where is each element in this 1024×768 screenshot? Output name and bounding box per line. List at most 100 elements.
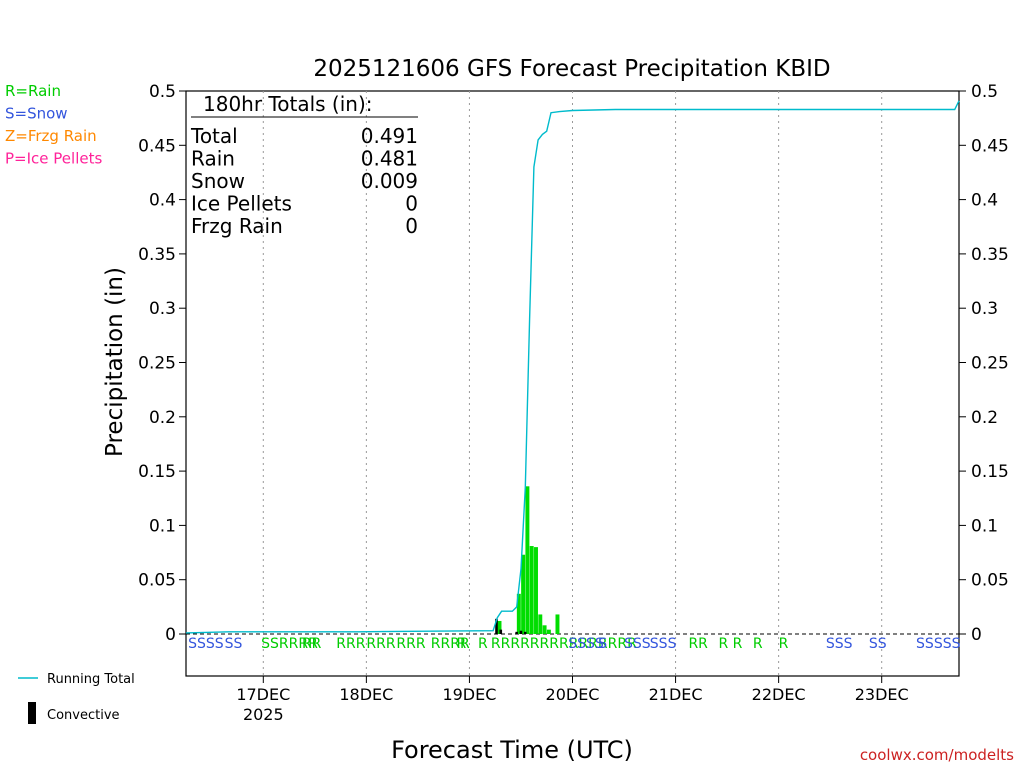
- totals-row-value: 0: [405, 214, 418, 238]
- ptype-marker: S: [598, 636, 607, 652]
- totals-row-value: 0.009: [361, 169, 418, 193]
- day-gridlines: [262, 91, 883, 676]
- y-tick-label-left: 0.45: [138, 136, 176, 156]
- plot-frame: [185, 90, 960, 677]
- convective-bar: [515, 631, 518, 634]
- totals-header: 180hr Totals (in):: [203, 92, 373, 116]
- y-tick-label-left: 0.3: [149, 299, 176, 319]
- y-tick-label-left: 0.1: [149, 516, 176, 536]
- ptype-legend-entry: P=Ice Pellets: [5, 150, 102, 168]
- x-tick-label: 20DEC: [546, 685, 600, 704]
- convective-bar: [495, 618, 498, 634]
- convective-bar: [519, 630, 523, 634]
- ptype-marker: SSS: [826, 636, 853, 652]
- ptype-marker: SSS: [650, 636, 677, 652]
- y-tick-label-right: 0.15: [971, 462, 1009, 482]
- rain-bar: [521, 554, 526, 634]
- x-tick-label: 19DEC: [442, 685, 496, 704]
- y-tick-label-left: 0.4: [149, 191, 176, 211]
- ptype-marker: SSSSS: [916, 636, 961, 652]
- y-tick-label-right: 0.35: [971, 245, 1009, 265]
- rain-bar: [525, 486, 530, 634]
- y-tick-label-left: 0.25: [138, 354, 176, 374]
- series-legend-label: Running Total: [47, 672, 135, 687]
- y-tick-label-right: 0.05: [971, 571, 1009, 591]
- running-total-series: [185, 100, 960, 634]
- legend-bar-swatch: [28, 702, 36, 724]
- totals-box: 180hr Totals (in): Total 0.491 Rain 0.481 Sn…: [190, 92, 418, 238]
- totals-row-label: Rain: [191, 147, 235, 171]
- x-axis-label: Forecast Time (UTC): [391, 736, 633, 764]
- ptype-marker: R: [478, 636, 488, 652]
- rain-bar: [516, 593, 521, 634]
- ptype-legend-entry: Z=Frzg Rain: [5, 127, 97, 145]
- y-tick-label-right: 0.3: [971, 299, 998, 319]
- convective-bars: [495, 618, 527, 634]
- y-tick-label-right: 0.1: [971, 516, 998, 536]
- ptype-legend: R=Rain S=Snow Z=Frzg Rain P=Ice Pellets: [5, 82, 102, 168]
- ptype-marker: SSSS: [568, 636, 604, 652]
- totals-row-label: Snow: [191, 169, 245, 193]
- convective-bar: [499, 629, 503, 634]
- totals-row-label: Ice Pellets: [191, 192, 292, 216]
- y-tick-label-left: 0.05: [138, 571, 176, 591]
- ptype-marker: SS: [225, 636, 243, 652]
- x-tick-label: 18DEC: [339, 685, 393, 704]
- series-legend: Running Total Convective: [18, 672, 135, 724]
- x-tick-sublabel: 2025: [243, 705, 284, 724]
- x-tick-label: 22DEC: [752, 685, 806, 704]
- totals-row-value: 0: [405, 192, 418, 216]
- y-tick-label-right: 0.25: [971, 354, 1009, 374]
- y-tick-label-right: 0.2: [971, 408, 998, 428]
- ptype-marker: RRR: [396, 636, 425, 652]
- y-axis-label: Precipitation (in): [102, 267, 128, 457]
- x-tick-label: 23DEC: [855, 685, 909, 704]
- y-tick-label-left: 0: [165, 625, 176, 645]
- ptype-marker: R: [779, 636, 789, 652]
- series-legend-label: Convective: [47, 708, 120, 723]
- y-axis-right: 0 0.05 0.1 0.15 0.2 0.25 0.3 0.35 0.4 0.45 0.5: [959, 82, 1009, 645]
- ptype-marker: R: [457, 636, 467, 652]
- y-tick-label-right: 0.45: [971, 136, 1009, 156]
- ptype-legend-entry: S=Snow: [5, 105, 68, 123]
- y-tick-label-left: 0.15: [138, 462, 176, 482]
- ptype-marker: RRR: [366, 636, 395, 652]
- rain-bar: [497, 620, 502, 634]
- ptype-marker: RRRR: [431, 636, 470, 652]
- chart-title: 2025121606 GFS Forecast Precipitation KB…: [313, 56, 830, 82]
- ptype-legend-entry: R=Rain: [5, 82, 61, 100]
- y-tick-label-right: 0.4: [971, 191, 998, 211]
- ptype-marker: RR: [302, 636, 322, 652]
- running-total-line: [185, 100, 960, 634]
- credit-text: coolwx.com/modelts: [860, 746, 1014, 764]
- ptype-marker: RRR: [336, 636, 365, 652]
- totals-row-value: 0.481: [361, 147, 418, 171]
- x-tick-label: 21DEC: [649, 685, 703, 704]
- ptype-marker: SSS: [624, 636, 651, 652]
- y-tick-label-left: 0.35: [138, 245, 176, 265]
- rain-bars: [497, 486, 560, 634]
- y-tick-label-left: 0.2: [149, 408, 176, 428]
- y-tick-label-right: 0: [971, 625, 982, 645]
- rain-bar: [542, 625, 547, 634]
- rain-bar: [538, 614, 543, 634]
- ptype-marker: SSRRRR: [261, 636, 318, 652]
- rain-bar: [546, 629, 551, 634]
- ptype-marker: SS: [869, 636, 887, 652]
- rain-bar: [534, 547, 538, 634]
- totals-row-label: Total: [190, 124, 238, 148]
- totals-row-value: 0.491: [361, 124, 418, 148]
- ptype-marker: RR: [688, 636, 708, 652]
- ptype-marker: R R: [719, 636, 743, 652]
- rain-bar: [529, 546, 534, 634]
- x-tick-label: 17DEC: [236, 685, 290, 704]
- rain-bar: [555, 614, 560, 634]
- ptype-marker: RRRRRRRRRRRRRRR: [491, 636, 637, 652]
- y-tick-label-right: 0.5: [971, 82, 998, 102]
- convective-bar: [523, 631, 527, 634]
- ptype-marker: SSSS: [188, 636, 224, 652]
- ptype-marker: R: [753, 636, 763, 652]
